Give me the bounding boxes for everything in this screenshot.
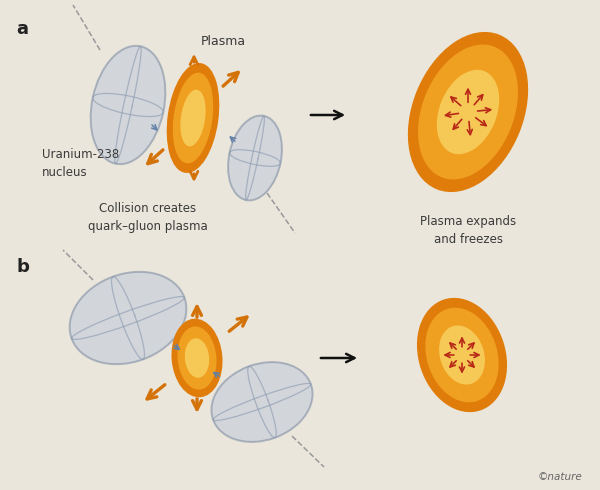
- Ellipse shape: [181, 90, 206, 147]
- Text: Uranium-238
nucleus: Uranium-238 nucleus: [42, 148, 119, 178]
- Ellipse shape: [409, 33, 527, 191]
- Ellipse shape: [173, 73, 213, 163]
- Ellipse shape: [91, 46, 166, 164]
- Text: ©nature: ©nature: [537, 472, 582, 482]
- Ellipse shape: [418, 299, 506, 411]
- Ellipse shape: [418, 45, 518, 179]
- Ellipse shape: [70, 272, 187, 364]
- Ellipse shape: [439, 325, 485, 385]
- Ellipse shape: [228, 116, 282, 200]
- Ellipse shape: [185, 338, 209, 378]
- Ellipse shape: [173, 320, 221, 396]
- Ellipse shape: [178, 326, 217, 390]
- Ellipse shape: [425, 308, 499, 402]
- Ellipse shape: [437, 70, 499, 154]
- Text: b: b: [16, 258, 29, 276]
- Text: a: a: [16, 20, 28, 38]
- Text: Plasma expands
and freezes: Plasma expands and freezes: [420, 215, 516, 245]
- Text: Collision creates
quark–gluon plasma: Collision creates quark–gluon plasma: [88, 202, 208, 232]
- Ellipse shape: [168, 64, 218, 172]
- Text: Plasma: Plasma: [201, 35, 246, 48]
- Ellipse shape: [211, 362, 313, 442]
